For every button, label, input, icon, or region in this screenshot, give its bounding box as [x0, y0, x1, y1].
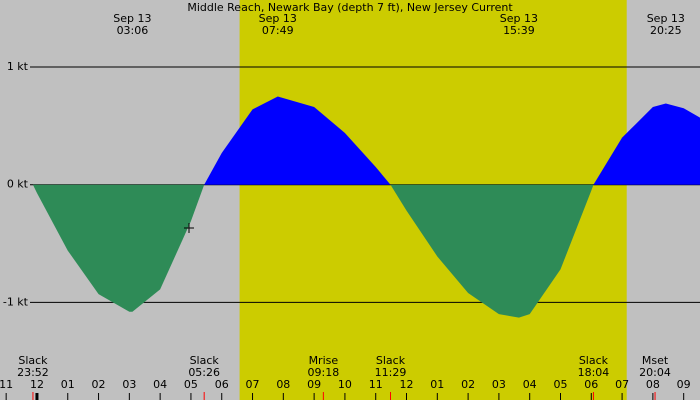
x-tick-label: 12: [400, 378, 414, 391]
event-label: Mrise: [309, 354, 339, 367]
cursor: [184, 223, 194, 233]
extreme-time: 15:39: [503, 24, 535, 37]
x-tick-label: 05: [553, 378, 567, 391]
flood-area: [593, 103, 700, 185]
x-tick-label: 04: [153, 378, 167, 391]
event-label: Slack: [18, 354, 48, 367]
event-time: 18:04: [578, 366, 610, 379]
event-label: Slack: [579, 354, 609, 367]
y-tick-label: 0 kt: [7, 178, 29, 191]
event-time: 20:04: [639, 366, 671, 379]
event-time: 05:26: [188, 366, 220, 379]
x-tick-label: 06: [215, 378, 229, 391]
extreme-date: Sep 13: [259, 12, 297, 25]
area-layer: [32, 96, 700, 318]
event-label: Slack: [376, 354, 406, 367]
x-tick-label: 07: [246, 378, 260, 391]
x-tick-label: 02: [92, 378, 106, 391]
x-tick-label: 11: [0, 378, 13, 391]
x-tick-label: 03: [122, 378, 136, 391]
extreme-date: Sep 13: [647, 12, 685, 25]
x-tick-label: 08: [646, 378, 660, 391]
x-tick-label: 09: [307, 378, 321, 391]
chart-title: Middle Reach, Newark Bay (depth 7 ft), N…: [187, 1, 513, 14]
event-time: 23:52: [17, 366, 49, 379]
extreme-date: Sep 13: [500, 12, 538, 25]
x-tick-label: 01: [61, 378, 75, 391]
x-tick-label: 12: [30, 378, 44, 391]
event-time: 09:18: [308, 366, 340, 379]
x-tick-label: 10: [338, 378, 352, 391]
x-tick-label: 02: [461, 378, 475, 391]
x-tick-label: 07: [615, 378, 629, 391]
y-tick-label: -1 kt: [3, 295, 29, 308]
extreme-time: 20:25: [650, 24, 682, 37]
x-tick-label: 04: [523, 378, 537, 391]
extreme-time: 03:06: [117, 24, 149, 37]
extreme-time: 07:49: [262, 24, 294, 37]
y-tick-label: 1 kt: [7, 60, 29, 73]
x-tick-label: 11: [369, 378, 383, 391]
extreme-date: Sep 13: [113, 12, 151, 25]
ebb-area: [390, 184, 594, 318]
event-time: 11:29: [375, 366, 407, 379]
flood-area: [204, 96, 391, 185]
event-label: Mset: [642, 354, 669, 367]
event-label: Slack: [190, 354, 220, 367]
ebb-area: [32, 184, 205, 312]
x-tick-label: 05: [184, 378, 198, 391]
x-tick-label: 03: [492, 378, 506, 391]
x-tick-label: 09: [677, 378, 691, 391]
x-tick-label: 08: [276, 378, 290, 391]
x-tick-label: 01: [430, 378, 444, 391]
x-tick-label: 06: [584, 378, 598, 391]
